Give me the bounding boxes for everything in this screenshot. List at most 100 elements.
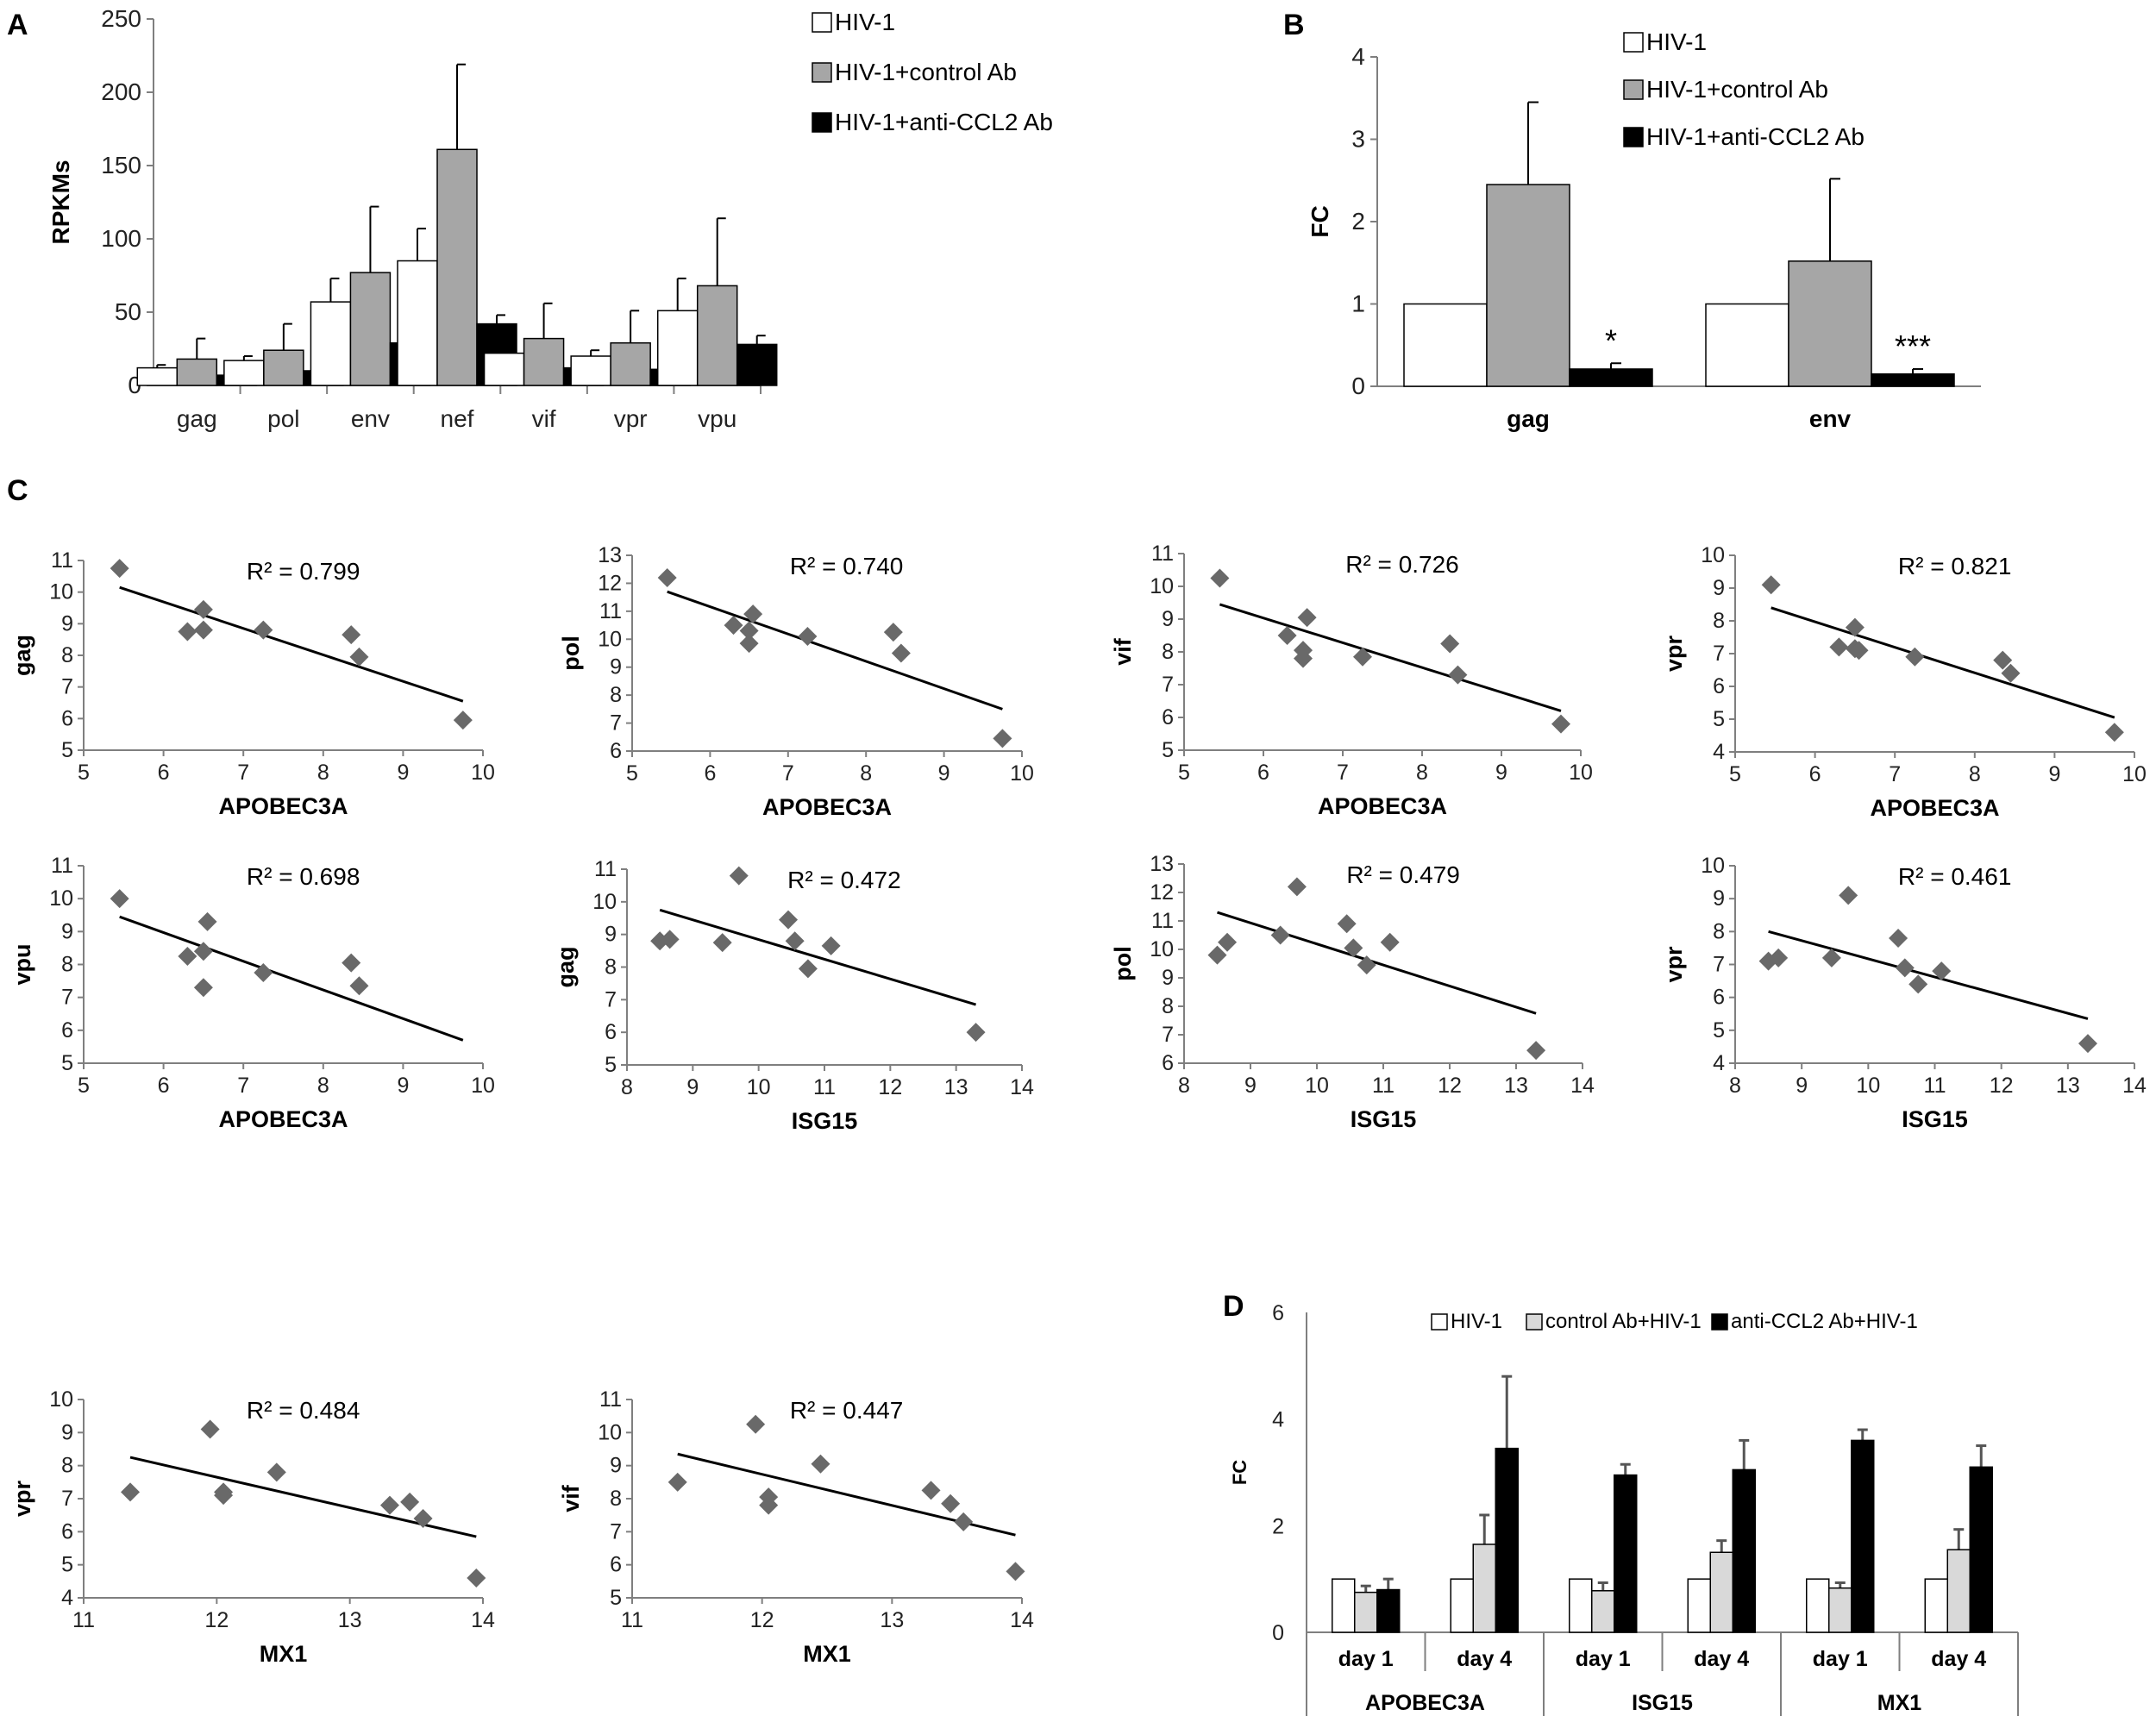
panel-d-bar <box>1495 1447 1519 1633</box>
panel-d-bar <box>1354 1591 1378 1633</box>
scatter-c6-x-tick-label: 9 <box>686 1075 699 1099</box>
panel-d-legend-swatch <box>1431 1313 1448 1331</box>
scatter-c9-x-tick-label: 11 <box>72 1608 95 1632</box>
scatter-c10-x-label: MX1 <box>803 1641 851 1667</box>
scatter-c6-point <box>660 930 680 949</box>
panel-a-legend-label: HIV-1+control Ab <box>835 59 1017 85</box>
scatter-c2-y-tick-label: 11 <box>599 599 622 623</box>
panel-d-bar <box>1376 1588 1401 1633</box>
panel-d-group-label: MX1 <box>1877 1691 1922 1715</box>
scatter-c8-point <box>1889 928 1908 948</box>
scatter-c10-x-tick-label: 12 <box>750 1608 774 1632</box>
scatter-c10-point <box>954 1512 974 1531</box>
scatter-c4-x-tick-label: 9 <box>2048 762 2060 786</box>
panel-d-x-tick-label: day 4 <box>1931 1647 1986 1671</box>
scatter-c2-trendline <box>667 590 1003 711</box>
scatter-c5-point <box>178 946 197 966</box>
scatter-c7-point <box>1344 938 1363 958</box>
panel-d-group-label: ISG15 <box>1632 1691 1693 1715</box>
scatter-c8-x-tick-label: 8 <box>1729 1074 1741 1098</box>
scatter-c5-y-tick-label: 7 <box>61 986 73 1010</box>
scatter-c7-y-label: pol <box>1110 946 1136 981</box>
scatter-c7-y-tick-label: 11 <box>1151 909 1174 933</box>
scatter-c7-x-tick-label: 8 <box>1178 1074 1190 1098</box>
panel-d-x-tick-label: day 1 <box>1813 1647 1868 1671</box>
scatter-c6-x-tick-label: 14 <box>1010 1075 1034 1099</box>
scatter-c5-y-tick-label: 10 <box>49 886 73 911</box>
panel-a-bar <box>610 341 651 386</box>
scatter-c8-x-tick-label: 11 <box>1924 1074 1946 1098</box>
scatter-c7-y-tick-label: 6 <box>1162 1051 1174 1075</box>
panel-b-y-tick-label: 3 <box>1351 126 1365 153</box>
scatter-c4-point <box>1761 575 1781 595</box>
scatter-c4-r2-label: R² = 0.821 <box>1898 553 2012 579</box>
scatter-c8-y-label: vpr <box>1661 946 1687 983</box>
scatter-c4-x-tick-label: 10 <box>2122 762 2147 786</box>
scatter-c10-x-tick-label: 14 <box>1010 1608 1034 1632</box>
scatter-c4-y-tick-label: 5 <box>1713 707 1725 731</box>
scatter-c9-x-tick-label: 14 <box>471 1608 495 1632</box>
scatter-c2-point <box>993 729 1012 748</box>
scatter-c2-y-tick-label: 12 <box>598 571 622 595</box>
scatter-c5-trendline <box>119 915 464 1042</box>
scatter-c4-trendline <box>1771 606 2115 719</box>
panel-a-bar <box>483 352 525 386</box>
scatter-c2-x-tick-label: 5 <box>626 761 638 786</box>
panel-a-bar <box>136 366 179 386</box>
scatter-c8-point <box>1932 961 1952 981</box>
scatter-c4-x-tick-label: 5 <box>1729 762 1741 786</box>
panel-d-bar <box>1332 1578 1356 1633</box>
scatter-c3-trendline <box>1219 603 1562 712</box>
panel-d-bar <box>1687 1578 1711 1633</box>
scatter-c8-y-tick-label: 5 <box>1713 1018 1725 1043</box>
scatter-c2-x-label: APOBEC3A <box>762 794 892 820</box>
scatter-c4-x-tick-label: 6 <box>1809 762 1821 786</box>
scatter-c2-y-tick-label: 6 <box>610 739 622 763</box>
scatter-c1-x-tick-label: 9 <box>397 761 409 785</box>
panel-a-bar <box>736 343 778 386</box>
scatter-c5-x-tick-label: 7 <box>237 1074 249 1098</box>
scatter-c8-y-tick-label: 8 <box>1713 919 1725 943</box>
scatter-c6-y-tick-label: 8 <box>605 955 617 980</box>
scatter-c3-x-tick-label: 9 <box>1495 761 1507 785</box>
panel-a-y-tick-label: 100 <box>101 225 141 252</box>
scatter-c2-x-tick-label: 9 <box>938 761 950 786</box>
panel-d-legend-swatch <box>1711 1313 1728 1331</box>
scatter-c3-point <box>1440 634 1460 654</box>
panel-d-bar <box>1946 1549 1971 1633</box>
scatter-c1-point <box>342 625 361 645</box>
scatter-c7-point <box>1218 932 1238 952</box>
panel-a-bar <box>263 349 304 386</box>
panel-d-chart: 0 2 4 6 FC day 1 day 4 day 1 day 4 day 1 day 4 APOB… <box>1229 1301 2019 1716</box>
scatter-c5-y-tick-label: 5 <box>61 1051 73 1075</box>
scatter-c10-r2-label: R² = 0.447 <box>790 1397 904 1424</box>
scatter-c2-x-tick-label: 7 <box>782 761 794 786</box>
scatter-c7-point <box>1287 877 1307 897</box>
scatter-c1-x-tick-label: 6 <box>158 761 170 785</box>
scatter-c9-x-label: MX1 <box>260 1641 308 1667</box>
scatter-c2-y-tick-label: 8 <box>610 683 622 707</box>
panel-a-bar <box>223 360 265 386</box>
scatter-c1-point <box>193 599 213 619</box>
scatter-c10-x-tick-label: 13 <box>880 1608 904 1632</box>
scatter-c7-x-tick-label: 13 <box>1504 1074 1528 1098</box>
scatter-c1-point <box>178 622 197 642</box>
scatter-c6-y-tick-label: 6 <box>605 1020 617 1044</box>
panel-d-y-tick-label: 0 <box>1272 1621 1284 1645</box>
panel-b-bar <box>1871 373 1955 387</box>
scatter-c3-point <box>1551 714 1570 734</box>
scatter-c7-x-tick-label: 14 <box>1570 1074 1595 1098</box>
panel-d-bar <box>1851 1439 1875 1633</box>
scatter-c4-point <box>1829 637 1849 657</box>
scatter-c1-y-tick-label: 7 <box>61 675 73 699</box>
scatter-c3-point <box>1297 608 1317 628</box>
scatter-c7-point <box>1270 925 1290 945</box>
panel-label-c: C <box>7 474 28 507</box>
scatter-c5-x-tick-label: 9 <box>397 1074 409 1098</box>
panel-d-bar <box>1472 1544 1496 1633</box>
scatter-c4-y-tick-label: 6 <box>1713 674 1725 698</box>
scatter-c1-x-tick-label: 5 <box>78 761 90 785</box>
panel-b-y-label: FC <box>1307 205 1333 237</box>
scatter-c6-r2-label: R² = 0.472 <box>787 867 901 893</box>
panel-a-legend-swatch <box>812 12 832 33</box>
